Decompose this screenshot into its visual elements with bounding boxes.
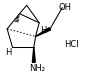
Text: H: H [40, 26, 47, 35]
Polygon shape [36, 28, 51, 36]
Polygon shape [32, 47, 35, 62]
Text: OH: OH [59, 3, 72, 12]
Text: H: H [5, 48, 12, 57]
Text: HCl: HCl [64, 40, 78, 49]
Text: NH₂: NH₂ [29, 64, 45, 73]
